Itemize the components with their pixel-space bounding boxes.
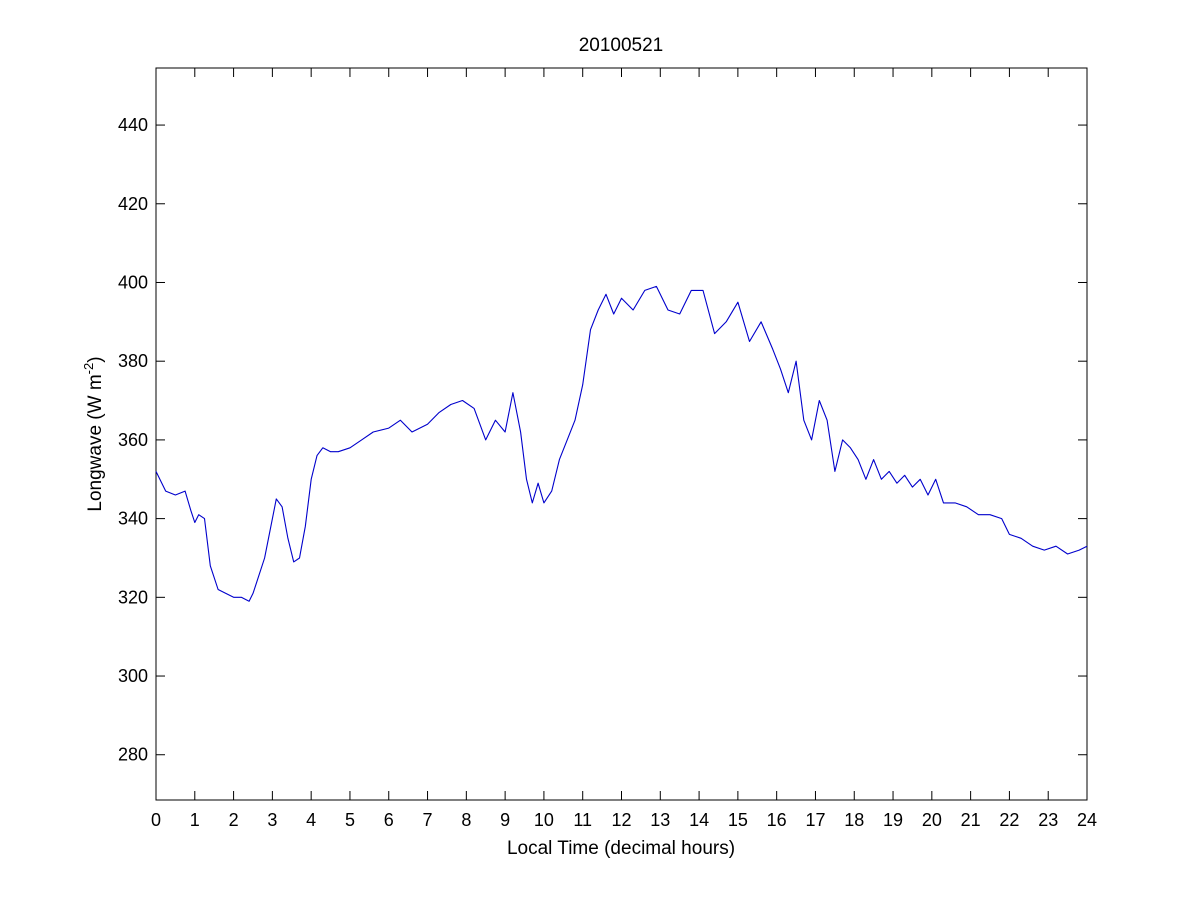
y-tick-label: 320 bbox=[118, 587, 148, 607]
y-tick-label: 340 bbox=[118, 509, 148, 529]
y-tick-label: 360 bbox=[118, 430, 148, 450]
x-axis-label: Local Time (decimal hours) bbox=[507, 838, 735, 859]
y-axis-label-superscript: -2 bbox=[81, 363, 96, 375]
x-tick-label: 18 bbox=[844, 810, 864, 830]
y-tick-label: 400 bbox=[118, 272, 148, 292]
x-tick-label: 5 bbox=[345, 810, 355, 830]
y-axis-ticks: 280 300 320 340 360 380 400 420 440 bbox=[118, 115, 1087, 765]
y-tick-label: 420 bbox=[118, 194, 148, 214]
x-tick-label: 20 bbox=[922, 810, 942, 830]
x-tick-label: 6 bbox=[384, 810, 394, 830]
x-tick-label: 0 bbox=[151, 810, 161, 830]
x-tick-label: 3 bbox=[267, 810, 277, 830]
x-tick-label: 24 bbox=[1077, 810, 1097, 830]
x-tick-label: 15 bbox=[728, 810, 748, 830]
x-tick-label: 11 bbox=[573, 810, 592, 830]
x-tick-label: 14 bbox=[689, 810, 709, 830]
series-layer bbox=[155, 285, 1088, 602]
x-tick-label: 4 bbox=[306, 810, 316, 830]
x-tick-label: 23 bbox=[1038, 810, 1058, 830]
y-axis-label-close: ) bbox=[85, 356, 106, 362]
x-tick-label: 9 bbox=[500, 810, 510, 830]
plot-area bbox=[155, 67, 1088, 801]
x-tick-label: 16 bbox=[767, 810, 787, 830]
x-tick-label: 17 bbox=[805, 810, 825, 830]
y-tick-label: 300 bbox=[118, 666, 148, 686]
y-tick-label: 280 bbox=[118, 745, 148, 765]
y-axis-label: Longwave (W m-2) bbox=[81, 356, 106, 511]
x-tick-label: 7 bbox=[423, 810, 433, 830]
x-tick-label: 21 bbox=[961, 810, 981, 830]
x-tick-label: 12 bbox=[611, 810, 631, 830]
x-tick-label: 10 bbox=[534, 810, 554, 830]
y-tick-label: 440 bbox=[118, 115, 148, 135]
x-tick-label: 22 bbox=[999, 810, 1019, 830]
x-tick-label: 2 bbox=[229, 810, 239, 830]
y-axis-label-text: Longwave (W m bbox=[85, 374, 106, 511]
x-tick-label: 8 bbox=[461, 810, 471, 830]
chart-title: 20100521 bbox=[579, 35, 664, 56]
x-tick-label: 1 bbox=[190, 810, 200, 830]
x-tick-label: 13 bbox=[650, 810, 670, 830]
x-tick-label: 19 bbox=[883, 810, 903, 830]
y-tick-label: 380 bbox=[118, 351, 148, 371]
series-line bbox=[155, 285, 1088, 602]
x-axis-ticks: 0 1 2 3 4 5 6 7 8 9 10 11 12 13 14 15 16 17 18 19 20 21 22 23 24 bbox=[151, 68, 1097, 830]
